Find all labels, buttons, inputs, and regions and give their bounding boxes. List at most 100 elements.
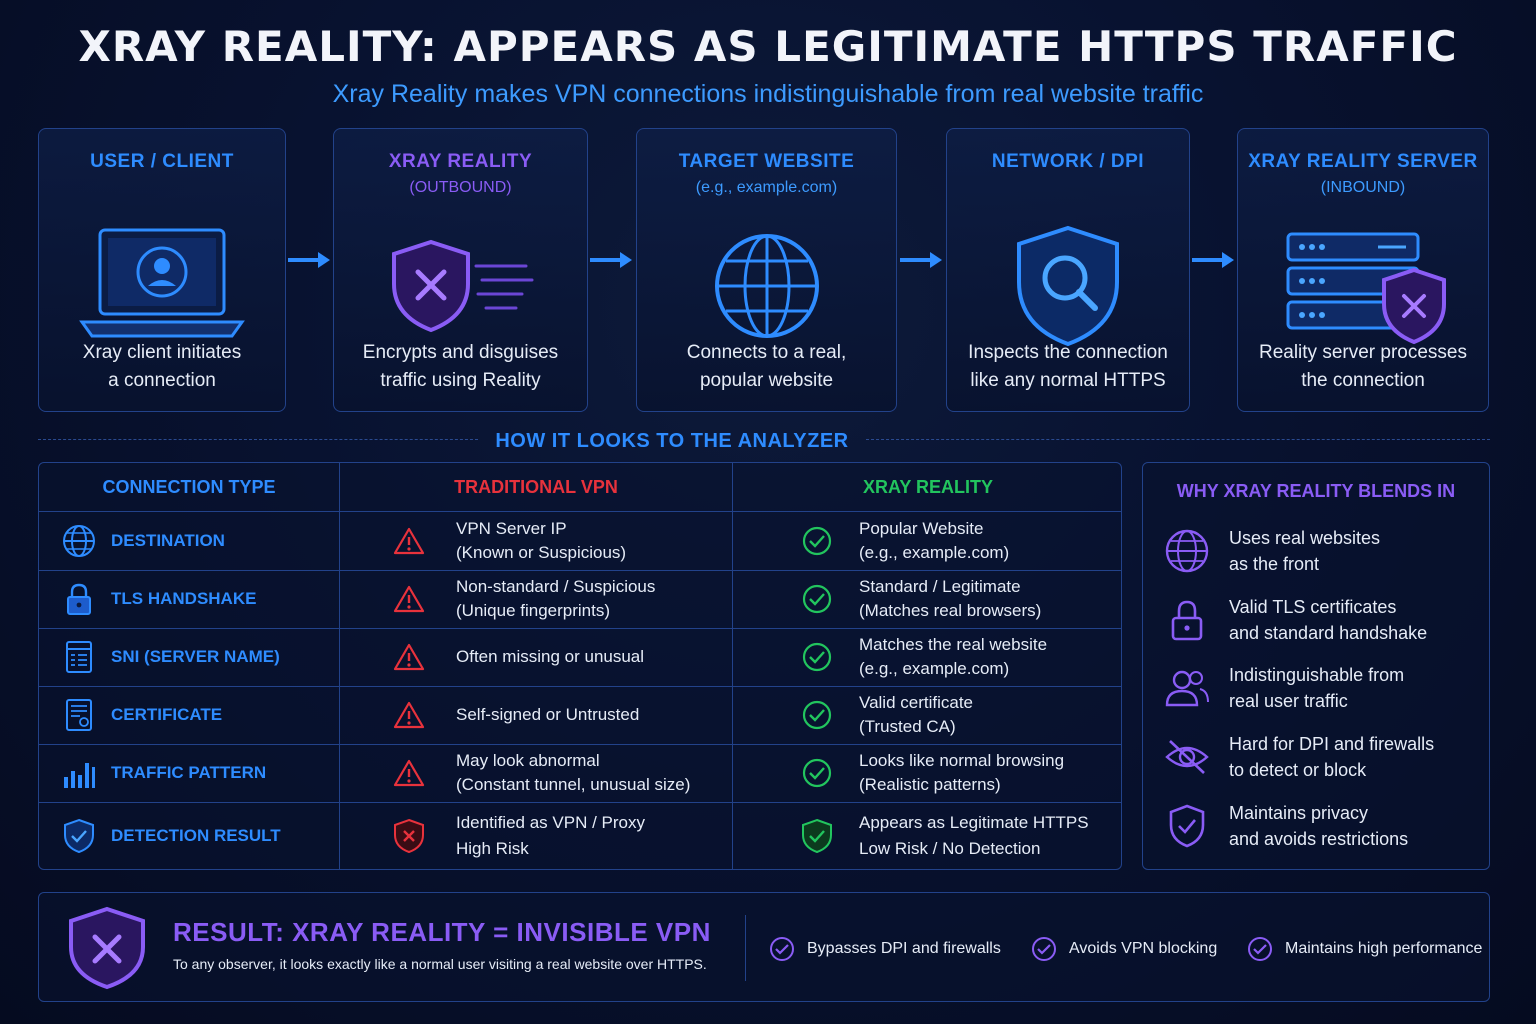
xray-cell: Appears as Legitimate HTTPS Low Risk / No…	[859, 813, 1089, 858]
column-divider	[732, 463, 733, 869]
result-title: RESULT: XRAY REALITY = INVISIBLE VPN	[173, 917, 711, 947]
bar-chart-icon	[59, 753, 99, 793]
row-divider	[39, 570, 1121, 571]
globe-icon	[637, 201, 896, 371]
warning-icon	[391, 580, 427, 618]
check-circle-icon	[799, 580, 835, 618]
xray-cell: Valid certificate (Trusted CA)	[859, 693, 974, 736]
row-label: DESTINATION	[111, 530, 225, 550]
result-bullet: Maintains high performance	[1247, 935, 1482, 963]
warning-icon	[391, 696, 427, 734]
why-item: Hard for DPI and firewalls to detect or b…	[1161, 729, 1481, 785]
why-item: Uses real websites as the front	[1161, 523, 1481, 579]
globe-icon	[59, 521, 99, 561]
section-divider	[866, 439, 1490, 440]
why-panel: WHY XRAY REALITY BLENDS IN Uses real web…	[1142, 462, 1490, 870]
row-divider	[39, 744, 1121, 745]
page-subtitle: Xray Reality makes VPN connections indis…	[332, 80, 1204, 108]
flow-card-subtitle: (e.g., example.com)	[695, 179, 838, 196]
flow-card-desc: Reality server processes the connection	[1258, 342, 1468, 391]
check-circle-icon	[799, 522, 835, 560]
flow-card-user-client: USER / CLIENT Xray client initiates a con…	[38, 128, 286, 412]
row-label: TRAFFIC PATTERN	[111, 763, 267, 782]
column-divider	[339, 463, 340, 869]
result-divider	[745, 915, 746, 981]
why-item-text: Valid TLS certificates and standard hands…	[1229, 597, 1428, 643]
check-circle-icon	[1248, 937, 1272, 961]
why-item-text: Indistinguishable from real user traffic	[1229, 665, 1405, 711]
result-subtitle: To any observer, it looks exactly like a…	[173, 956, 707, 972]
row-label: SNI (SERVER NAME)	[111, 647, 280, 666]
flow-card-desc: Xray client initiates a connection	[82, 342, 242, 391]
xray-cell: Matches the real website (e.g., example.c…	[859, 635, 1048, 678]
vpn-cell: May look abnormal (Constant tunnel, unusu…	[456, 751, 691, 794]
vpn-cell: Often missing or unusual	[456, 647, 645, 666]
why-item-text: Hard for DPI and firewalls to detect or b…	[1229, 734, 1435, 780]
flow-card-network-dpi: NETWORK / DPI Inspects the connection lik…	[946, 128, 1190, 412]
flow-card-title: USER / CLIENT	[90, 151, 234, 172]
flow-card-xray-reality: XRAY REALITY (OUTBOUND) Encrypts and dis…	[333, 128, 588, 412]
flow-card-title: NETWORK / DPI	[991, 151, 1145, 172]
vpn-cell: VPN Server IP (Known or Suspicious)	[456, 518, 627, 562]
column-header-xray: XRAY REALITY	[862, 476, 994, 497]
flow-card-desc: Inspects the connection like any normal H…	[968, 342, 1168, 391]
shield-x-icon	[334, 201, 587, 371]
arrow-right-icon	[900, 252, 942, 268]
xray-cell: Looks like normal browsing (Realistic pat…	[859, 751, 1065, 794]
eye-off-icon	[1161, 733, 1213, 781]
arrow-right-icon	[288, 252, 330, 268]
check-circle-icon	[799, 696, 835, 734]
xray-cell: Standard / Legitimate (Matches real brows…	[859, 577, 1042, 620]
shield-check-icon	[1161, 802, 1213, 850]
shield-check-icon	[799, 815, 835, 857]
shield-x-icon	[391, 815, 427, 857]
vpn-cell: Identified as VPN / Proxy High Risk	[456, 813, 645, 858]
warning-icon	[391, 754, 427, 792]
row-divider	[39, 686, 1121, 687]
flow-card-title: TARGET WEBSITE	[678, 151, 855, 172]
shield-search-icon	[947, 201, 1189, 371]
laptop-user-icon	[39, 201, 285, 371]
globe-icon	[1161, 527, 1213, 575]
section-divider	[38, 439, 478, 440]
xray-cell: Popular Website (e.g., example.com)	[859, 518, 1010, 562]
warning-icon	[391, 522, 427, 560]
result-bullet: Bypasses DPI and firewalls	[769, 935, 1001, 963]
flow-card-title: XRAY REALITY	[388, 151, 533, 172]
why-item-text: Maintains privacy and avoids restrictions	[1229, 803, 1409, 849]
server-shield-icon	[1238, 201, 1488, 371]
column-header-vpn: TRADITIONAL VPN	[454, 476, 618, 497]
shield-x-icon	[65, 905, 149, 991]
vpn-cell: Self-signed or Untrusted	[456, 705, 640, 724]
comparison-table: CONNECTION TYPE TRADITIONAL VPN XRAY REA…	[38, 462, 1122, 870]
why-item: Valid TLS certificates and standard hands…	[1161, 592, 1481, 648]
row-label: DETECTION RESULT	[111, 826, 281, 845]
lock-icon	[1161, 596, 1213, 644]
flow-card-target-website: TARGET WEBSITE (e.g., example.com) Conne…	[636, 128, 897, 412]
document-list-icon	[59, 637, 99, 677]
arrow-right-icon	[1192, 252, 1234, 268]
flow-card-desc: Connects to a real, popular website	[686, 342, 847, 391]
column-header-type: CONNECTION TYPE	[102, 476, 276, 497]
users-icon	[1161, 664, 1213, 712]
check-circle-icon	[799, 638, 835, 676]
why-title: WHY XRAY REALITY BLENDS IN	[1176, 481, 1456, 501]
row-label: TLS HANDSHAKE	[111, 589, 257, 608]
check-circle-icon	[799, 754, 835, 792]
shield-check-icon	[59, 815, 99, 857]
section-title: HOW IT LOOKS TO THE ANALYZER	[495, 430, 849, 452]
lock-icon	[59, 579, 99, 619]
result-banner: RESULT: XRAY REALITY = INVISIBLE VPN To …	[38, 892, 1490, 1002]
row-divider	[39, 628, 1121, 629]
check-circle-icon	[1032, 937, 1056, 961]
certificate-icon	[59, 695, 99, 735]
why-item: Indistinguishable from real user traffic	[1161, 660, 1481, 716]
result-bullet: Avoids VPN blocking	[1031, 935, 1217, 963]
flow-card-title: XRAY REALITY SERVER	[1248, 151, 1478, 172]
why-item: Maintains privacy and avoids restrictions	[1161, 798, 1481, 854]
check-circle-icon	[770, 937, 794, 961]
warning-icon	[391, 638, 427, 676]
vpn-cell: Non-standard / Suspicious (Unique fingerp…	[456, 577, 656, 620]
flow-card-desc: Encrypts and disguises traffic using Real…	[362, 342, 559, 391]
flow-card-xray-server: XRAY REALITY SERVER (INBOUND) Reality se…	[1237, 128, 1489, 412]
